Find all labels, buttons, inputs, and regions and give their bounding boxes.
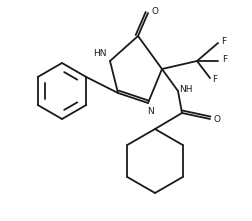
Text: O: O — [213, 116, 220, 124]
Text: F: F — [223, 55, 228, 63]
Text: N: N — [147, 107, 153, 116]
Text: NH: NH — [179, 84, 193, 93]
Text: F: F — [222, 36, 227, 46]
Text: HN: HN — [93, 48, 107, 57]
Text: O: O — [151, 6, 159, 15]
Text: F: F — [212, 76, 217, 84]
